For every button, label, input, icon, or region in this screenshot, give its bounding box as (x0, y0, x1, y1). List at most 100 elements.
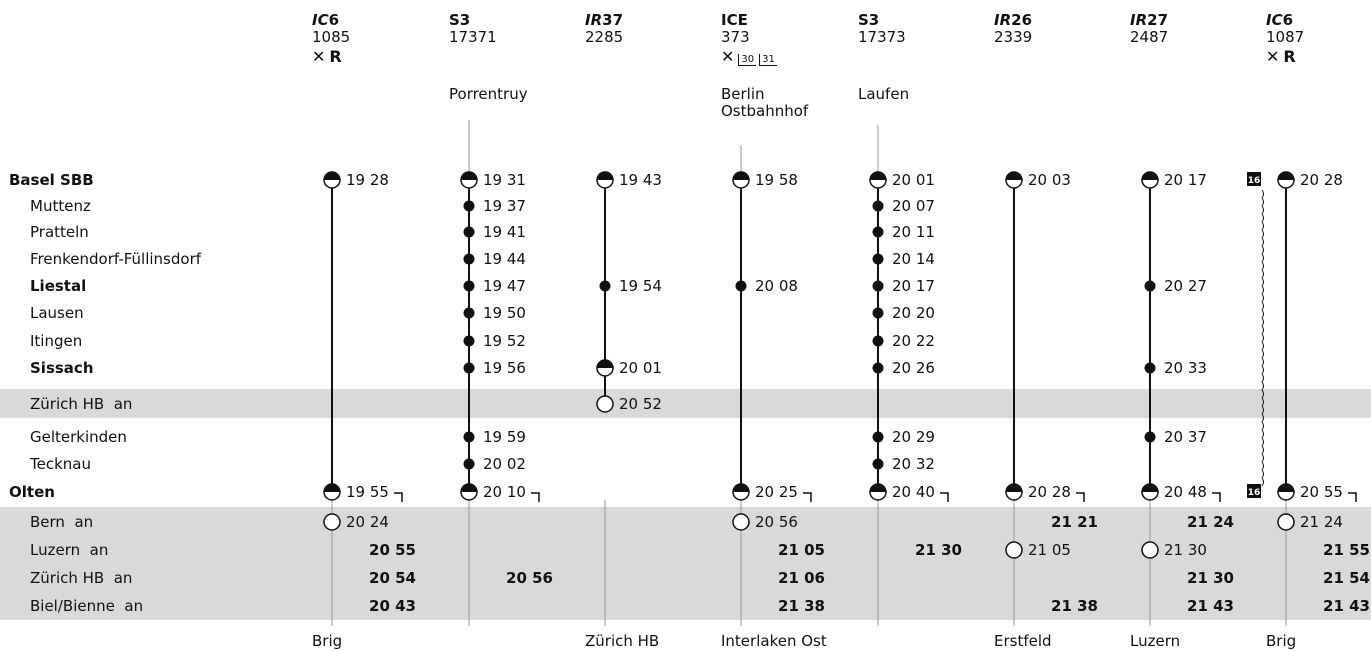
departure-half-icon (1142, 172, 1158, 180)
stop-dot (1144, 431, 1156, 443)
train-number: 2487 (1130, 28, 1169, 46)
stop-dot (463, 280, 475, 292)
train-number: 373 (721, 28, 750, 46)
train-type: S3 (858, 11, 880, 29)
stop-time: 21 55 (1323, 541, 1370, 559)
stop-time: 21 05 (1028, 541, 1071, 559)
stop-time: 19 31 (483, 171, 526, 189)
service-note: 31 (759, 54, 777, 66)
connection-corner (394, 492, 403, 502)
train-services: ✕ R (1266, 48, 1304, 66)
station-name: Lausen (30, 304, 84, 322)
departure-half-icon (1278, 172, 1294, 180)
train-category: IR27 (1130, 12, 1168, 29)
connection-corner (1348, 492, 1357, 502)
train-line: 37 (602, 11, 624, 29)
departure-half-icon (324, 172, 340, 180)
restaurant-icon: ✕ (721, 47, 735, 66)
train-header: IR26 2339 (994, 12, 1032, 46)
station-name: Muttenz (30, 197, 91, 215)
departure-half-icon (733, 172, 749, 180)
train-type: IR (585, 11, 603, 29)
arrival-open-icon (1141, 541, 1159, 559)
stop-time: 20 33 (1164, 359, 1207, 377)
row-band (0, 591, 1371, 620)
train-line: 6 (1282, 11, 1294, 29)
train-header: S3 17373 (858, 12, 906, 46)
origin-line: Ostbahnhof (721, 102, 809, 120)
stop-time: 20 37 (1164, 428, 1207, 446)
connection-corner (803, 492, 812, 502)
stop-dot (872, 362, 884, 374)
stop-time: 19 44 (483, 250, 526, 268)
stop-dot (872, 458, 884, 470)
train-header: ICE 373 ✕ 30 31 (721, 12, 780, 68)
connection-corner (940, 492, 949, 502)
stop-time: 20 32 (892, 455, 935, 473)
stop-time: 20 52 (619, 395, 662, 413)
train-line: 6 (328, 11, 340, 29)
arrival-open-icon (1005, 541, 1023, 559)
stop-time: 20 01 (619, 359, 662, 377)
train-services: ✕ R (312, 48, 350, 66)
arrival-open-icon (1277, 513, 1295, 531)
departure-half-icon (870, 484, 886, 492)
stop-dot (872, 280, 884, 292)
stop-dot (463, 226, 475, 238)
station-name: Biel/Bienne an (30, 597, 144, 615)
stop-time: 21 30 (1187, 569, 1234, 587)
stop-time: 20 29 (892, 428, 935, 446)
connection-corner (531, 492, 540, 502)
train-category: IR37 (585, 12, 623, 29)
stop-time: 20 54 (369, 569, 416, 587)
stop-time: 20 20 (892, 304, 935, 322)
train-type: IR (1130, 11, 1148, 29)
reservation-icon: R (1283, 47, 1296, 66)
train-number: 1085 (312, 28, 351, 46)
stop-time: 21 05 (778, 541, 825, 559)
stop-time: 21 30 (1164, 541, 1207, 559)
restaurant-icon: ✕ (312, 47, 326, 66)
stop-time: 20 22 (892, 332, 935, 350)
train-category: S3 (449, 12, 497, 29)
train-origin: Berlin Ostbahnhof (721, 86, 808, 120)
connection-corner (1076, 492, 1085, 502)
stop-time: 19 37 (483, 197, 526, 215)
stop-time: 20 28 (1300, 171, 1343, 189)
stop-time: 21 43 (1187, 597, 1234, 615)
train-type: S3 (449, 11, 471, 29)
stop-time: 20 14 (892, 250, 935, 268)
stop-time: 20 24 (346, 513, 389, 531)
stop-time: 20 55 (1300, 483, 1343, 501)
stop-time: 20 56 (755, 513, 798, 531)
departure-half-icon (597, 360, 613, 368)
train-header: S3 17371 (449, 12, 497, 46)
stop-time: 20 28 (1028, 483, 1071, 501)
stop-time: 20 43 (369, 597, 416, 615)
station-name: Itingen (30, 332, 83, 350)
stop-time: 20 01 (892, 171, 935, 189)
stop-dot (735, 280, 747, 292)
service-note: 30 (738, 54, 757, 66)
station-name: Olten (9, 483, 55, 501)
restaurant-icon: ✕ (1266, 47, 1280, 66)
train-number: 2285 (585, 28, 624, 46)
train-services: ✕ 30 31 (721, 48, 780, 68)
stop-time: 19 56 (483, 359, 526, 377)
stop-dot (872, 307, 884, 319)
row-band (0, 507, 1371, 536)
stop-dot (872, 200, 884, 212)
stop-time: 20 17 (892, 277, 935, 295)
stop-time: 20 11 (892, 223, 935, 241)
departure-half-icon (597, 172, 613, 180)
stop-time: 19 58 (755, 171, 798, 189)
stop-time: 21 30 (915, 541, 962, 559)
stop-time: 19 55 (346, 483, 389, 501)
stop-time: 20 55 (369, 541, 416, 559)
stop-time: 20 27 (1164, 277, 1207, 295)
stop-time: 20 26 (892, 359, 935, 377)
station-name: Zürich HB an (30, 395, 133, 413)
stop-dot (872, 253, 884, 265)
stop-time: 21 06 (778, 569, 825, 587)
reservation-icon: R (329, 47, 342, 66)
